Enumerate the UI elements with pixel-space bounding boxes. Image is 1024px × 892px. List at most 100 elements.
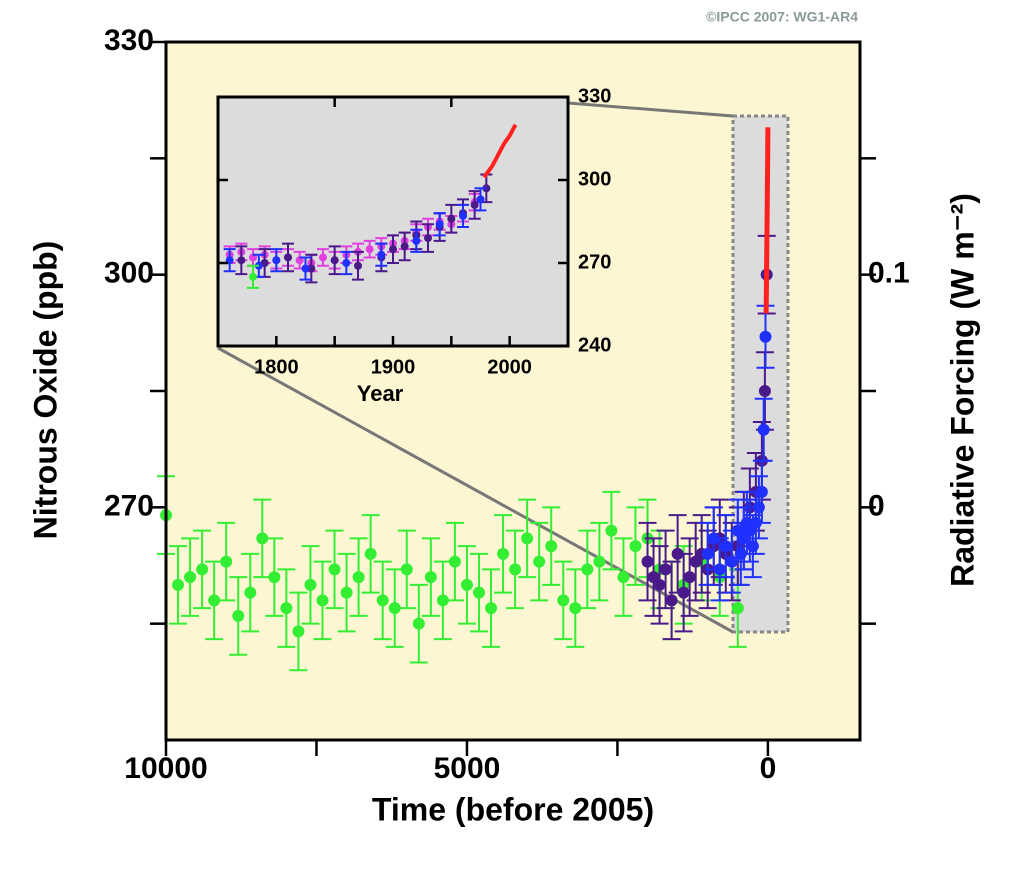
data-point — [435, 220, 444, 229]
data-point — [472, 586, 485, 599]
data-point — [424, 234, 432, 243]
data-point — [352, 571, 365, 584]
data-point — [342, 259, 351, 267]
main-data: 10000 5000 0 330 300 270 0.1 0 Time (before 2005… — [27, 9, 980, 828]
data-point — [521, 532, 534, 545]
data-point — [292, 625, 305, 638]
x-tick-label: 5000 — [434, 752, 501, 785]
y-tick-label: 300 — [578, 168, 611, 190]
data-line — [482, 123, 518, 179]
data-point — [436, 594, 449, 607]
data-point — [719, 540, 732, 553]
data-point — [569, 602, 582, 615]
y2-tick-label: 0 — [868, 489, 885, 522]
data-point — [280, 602, 293, 615]
data-point — [220, 555, 233, 568]
data-point — [629, 540, 642, 553]
data-point — [196, 563, 209, 576]
x-axis-title: Time (before 2005) — [372, 791, 654, 827]
x-tick-label: 1800 — [254, 356, 299, 378]
data-point — [545, 540, 558, 553]
x-tick-label: 2000 — [487, 356, 532, 378]
x-tick-label: 1900 — [371, 356, 416, 378]
x-axis-title: Year — [357, 381, 404, 406]
y-tick-label: 270 — [578, 251, 611, 273]
data-point — [304, 578, 317, 591]
data-point — [448, 555, 461, 568]
data-point — [400, 563, 413, 576]
data-point — [509, 563, 522, 576]
data-point — [605, 524, 618, 537]
data-point — [476, 195, 485, 204]
data-point — [713, 563, 726, 576]
y2-axis-title: Radiative Forcing (W m⁻²) — [944, 193, 980, 587]
x-tick-label: 0 — [760, 752, 777, 785]
plot-background — [218, 97, 568, 346]
data-point — [701, 547, 714, 560]
data-point — [557, 594, 570, 607]
data-point — [412, 617, 425, 630]
data-point — [424, 571, 437, 584]
y-tick-label: 330 — [578, 85, 611, 107]
data-point — [759, 330, 772, 343]
data-point — [249, 272, 257, 281]
data-point — [581, 563, 594, 576]
data-point — [470, 200, 479, 209]
data-point — [316, 594, 329, 607]
data-point — [665, 594, 678, 607]
data-point — [376, 594, 389, 607]
x-tick-label: 10000 — [124, 752, 207, 785]
data-point — [389, 245, 397, 254]
data-point — [752, 501, 765, 514]
inset-plot: 1800 1900 2000 330 300 270 240 Year — [216, 85, 611, 406]
source-note: ©IPCC 2007: WG1-AR4 — [706, 9, 858, 25]
data-point — [593, 555, 606, 568]
data-point — [284, 253, 292, 262]
data-point — [485, 602, 498, 615]
data-point — [364, 547, 377, 560]
data-point — [746, 540, 759, 553]
y-tick-label: 300 — [104, 257, 154, 290]
data-point — [758, 385, 771, 397]
data-point — [268, 571, 281, 584]
data-point — [459, 211, 467, 220]
data-point — [683, 571, 696, 584]
data-point — [307, 264, 316, 273]
data-point — [677, 586, 690, 599]
data-point — [232, 609, 245, 622]
data-point — [365, 245, 374, 254]
data-point — [757, 423, 770, 436]
data-point — [412, 236, 421, 245]
data-line — [763, 127, 771, 314]
data-point — [497, 547, 510, 560]
data-point — [653, 578, 666, 591]
data-point — [447, 214, 456, 223]
data-point — [340, 586, 353, 599]
data-point — [319, 253, 327, 262]
data-point — [377, 250, 386, 259]
data-point — [731, 602, 744, 615]
data-point — [272, 256, 281, 265]
data-point — [354, 261, 362, 270]
data-point — [237, 256, 246, 265]
data-point — [617, 571, 630, 584]
data-point — [244, 586, 257, 599]
data-point — [208, 594, 221, 607]
data-point — [460, 578, 473, 591]
data-point — [330, 256, 339, 265]
y2-tick-label: 0.1 — [868, 257, 910, 290]
y-tick-label: 270 — [104, 489, 154, 522]
zoom-connector — [567, 101, 734, 118]
data-point — [388, 602, 401, 615]
data-point — [400, 242, 409, 251]
data-point — [755, 485, 768, 498]
data-point — [533, 555, 546, 568]
data-point — [659, 563, 672, 576]
data-point — [172, 578, 185, 591]
data-point — [184, 571, 197, 584]
y-axis-title: Nitrous Oxide (ppb) — [27, 241, 63, 540]
data-point — [301, 264, 310, 273]
y-tick-label: 330 — [104, 24, 154, 57]
data-point — [641, 555, 654, 568]
